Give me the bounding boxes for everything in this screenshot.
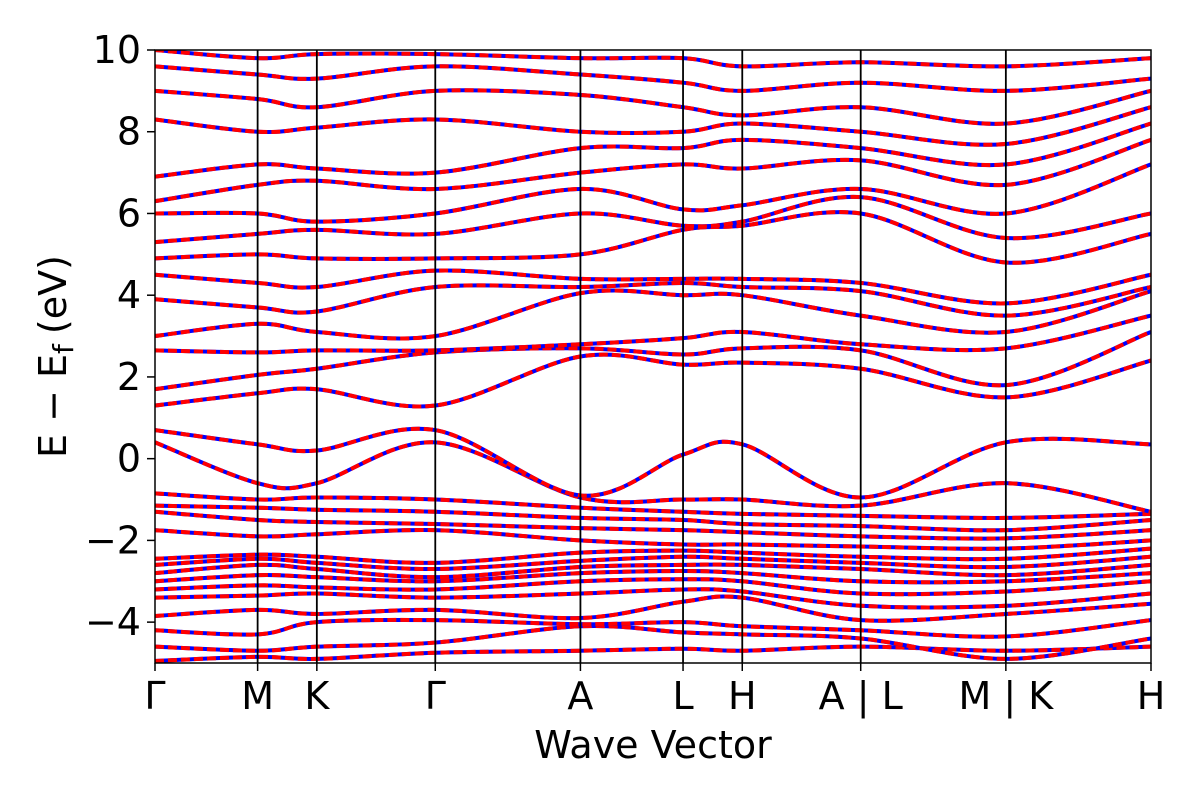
x-tick-label-9: H: [1137, 674, 1166, 718]
band-dft-line-18: [155, 313, 1151, 355]
band-dft-line-4: [155, 587, 1151, 610]
band-dft-line-7: [155, 562, 1151, 580]
y-tick-label-5: 6: [117, 191, 141, 235]
band-wannier-line-27: [155, 105, 1151, 147]
band-dft-line-6: [155, 569, 1151, 585]
bands-layer: [155, 50, 1151, 663]
y-tick-label-4: 4: [117, 273, 141, 317]
band-dft-line-23: [155, 194, 1151, 245]
x-tick-label-1: M: [241, 674, 274, 718]
y-axis-title-unit: (eV): [31, 255, 75, 334]
band-dft-line-10: [155, 528, 1151, 551]
band-dft-line-15: [155, 426, 1151, 500]
x-tick-label-5: L: [672, 674, 693, 718]
band-dft-line-29: [155, 64, 1151, 93]
x-tick-label-2: K: [304, 674, 330, 718]
band-dft-line-19: [155, 288, 1151, 341]
band-dft-line-5: [155, 577, 1151, 597]
band-dft-line-8: [155, 554, 1151, 572]
band-dft-line-25: [155, 137, 1151, 204]
x-tick-label-8: M | K: [959, 674, 1055, 719]
y-axis-title: E − Ef (eV): [31, 255, 80, 458]
band-dft-line-9: [155, 546, 1151, 565]
band-dft-line-0: [155, 644, 1151, 663]
y-axis-title-main: E − E: [31, 354, 75, 458]
band-dft-line-13: [155, 491, 1151, 520]
band-dft-line-27: [155, 105, 1151, 147]
x-tick-label-7: A | L: [819, 674, 903, 719]
y-tick-label-3: 2: [117, 355, 141, 399]
band-dft-line-30: [155, 50, 1151, 69]
band-dft-line-28: [155, 88, 1151, 126]
band-dft-line-22: [155, 210, 1151, 265]
y-tick-label-1: −2: [85, 518, 141, 562]
y-tick-label-0: −4: [85, 600, 141, 644]
band-dft-line-1: [155, 623, 1151, 661]
y-tick-label-2: 0: [117, 437, 141, 481]
band-dft-line-21: [155, 268, 1151, 306]
y-tick-label-6: 8: [117, 110, 141, 154]
x-tick-label-3: Γ: [425, 674, 446, 718]
band-dft-line-2: [155, 617, 1151, 639]
x-axis-title: Wave Vector: [534, 723, 772, 767]
band-dft-line-14: [155, 440, 1151, 514]
y-axis-title-subscript: f: [47, 343, 80, 354]
x-tick-label-0: Γ: [144, 674, 165, 718]
x-tick-label-6: H: [728, 674, 757, 718]
band-dft-line-20: [155, 280, 1151, 318]
band-wannier-line-17: [155, 330, 1151, 392]
band-dft-line-11: [155, 509, 1151, 541]
plot-frame: [154, 49, 1152, 664]
y-tick-label-7: 10: [93, 28, 141, 72]
band-dft-line-24: [155, 162, 1151, 224]
x-tick-label-4: A: [567, 674, 593, 718]
y-axis-ticks: −4 −2 0 2 4 6 8 10: [85, 28, 155, 644]
band-wannier-line-24: [155, 162, 1151, 224]
band-dft-line-12: [155, 503, 1151, 533]
band-dft-line-3: [155, 594, 1151, 623]
band-dft-line-26: [155, 121, 1151, 179]
k-point-lines: [256, 50, 1007, 663]
band-dft-line-16: [155, 352, 1151, 409]
